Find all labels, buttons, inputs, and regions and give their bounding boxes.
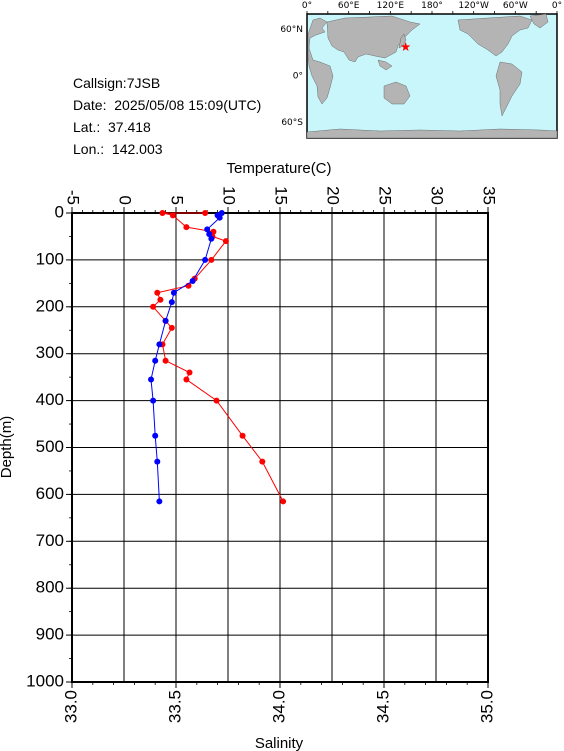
temperature-point xyxy=(183,224,190,231)
land-australia xyxy=(383,81,411,105)
land-asia xyxy=(326,15,421,63)
temperature-tick-label: 20 xyxy=(324,186,343,205)
map-latitude-label: 60°N xyxy=(280,25,303,35)
land-southeast-asia xyxy=(377,59,393,71)
temperature-tick-label: 5 xyxy=(168,196,187,205)
salinity-point xyxy=(202,256,209,263)
land-antarctica xyxy=(306,128,558,139)
map-longitude-label: 120°E xyxy=(377,1,405,11)
depth-tick-label: 500 xyxy=(36,437,64,456)
map-longitude-label: 0° xyxy=(302,1,312,11)
world-map: 0° 60°E 120°E 180° 120°W 60°W 0° 60°N 0° 60°S xyxy=(280,1,562,139)
depth-tick-label: 0 xyxy=(55,202,64,221)
depth-tick-label: 200 xyxy=(36,296,64,315)
depth-tick-label: 400 xyxy=(36,390,64,409)
callsign-label: Callsign:7JSB xyxy=(73,75,161,91)
depth-tick-label: 300 xyxy=(36,343,64,362)
salinity-point xyxy=(168,299,175,306)
temperature-tick-label: -5 xyxy=(64,190,83,205)
temperature-tick-label: 25 xyxy=(376,186,395,205)
temperature-tick-label: 35 xyxy=(480,186,499,205)
salinity-point xyxy=(152,432,159,439)
temperature-point xyxy=(202,210,209,216)
depth-tick-label: 100 xyxy=(36,249,64,268)
temperature-point xyxy=(169,212,176,219)
temperature-point xyxy=(154,289,161,296)
depth-axis-title: Depth(m) xyxy=(0,416,15,479)
temperature-point xyxy=(157,296,164,303)
salinity-point xyxy=(170,289,177,296)
depth-tick-label: 600 xyxy=(36,484,64,503)
map-latitude-label: 0° xyxy=(293,72,303,82)
tick-labels: -5 0 5 10 15 20 25 30 35010020030040050060070080… xyxy=(26,186,498,723)
temperature-point xyxy=(208,256,215,263)
map-labels: 0° 60°E 120°E 180° 120°W 60°W 0° 60°N 0° 60°S xyxy=(280,1,562,128)
salinity-point xyxy=(206,231,213,238)
land-north-america xyxy=(457,15,533,57)
salinity-point xyxy=(156,498,163,505)
depth-tick-label: 800 xyxy=(36,578,64,597)
map-longitude-label: 0° xyxy=(552,1,562,11)
land-africa-europe xyxy=(307,17,334,105)
salinity-axis-title: Salinity xyxy=(255,735,304,751)
temperature-point xyxy=(239,432,246,439)
salinity-point xyxy=(208,235,215,242)
salinity-point xyxy=(216,214,223,221)
salinity-point xyxy=(162,317,169,324)
temperature-point xyxy=(259,458,266,465)
land-greenland xyxy=(529,13,549,29)
temperature-point xyxy=(222,238,229,245)
salinity-tick-label: 35.0 xyxy=(477,690,496,723)
temperature-tick-label: 0 xyxy=(116,196,135,205)
temperature-point xyxy=(168,324,175,331)
salinity-tick-label: 33.5 xyxy=(165,690,184,723)
profile-chart: -5 0 5 10 15 20 25 30 35010020030040050060070080… xyxy=(0,160,499,751)
date-label: Date: 2025/05/08 15:09(UTC) xyxy=(73,97,262,113)
salinity-point xyxy=(150,397,157,404)
temperature-point xyxy=(183,376,190,383)
temperature-point xyxy=(159,210,166,216)
series-layer xyxy=(148,210,287,505)
depth-tick-label: 900 xyxy=(36,625,64,644)
temperature-axis-title: Temperature(C) xyxy=(226,160,331,177)
temperature-point xyxy=(186,369,193,376)
land-japan xyxy=(398,33,407,49)
temperature-tick-label: 15 xyxy=(272,186,291,205)
station-star-icon xyxy=(400,42,411,51)
salinity-tick-label: 34.0 xyxy=(269,690,288,723)
salinity-point xyxy=(156,341,163,348)
temperature-point xyxy=(213,397,220,404)
temperature-tick-label: 10 xyxy=(220,186,239,205)
depth-tick-label: 1000 xyxy=(26,671,64,690)
plot-border xyxy=(71,212,489,683)
depth-tick-label: 700 xyxy=(36,531,64,550)
map-land xyxy=(306,13,558,139)
map-latitude-label: 60°S xyxy=(281,118,303,128)
temperature-point xyxy=(280,498,287,505)
salinity-point xyxy=(148,376,155,383)
station-info: Callsign:7JSB Date: 2025/05/08 15:09(UTC… xyxy=(73,72,261,160)
map-longitude-label: 120°W xyxy=(458,1,489,11)
salinity-point xyxy=(189,278,196,285)
map-longitude-label: 60°W xyxy=(503,1,528,11)
temperature-tick-label: 30 xyxy=(428,186,447,205)
map-longitude-label: 180° xyxy=(421,1,443,11)
temperature-point xyxy=(162,357,169,364)
land-south-america xyxy=(495,61,523,117)
salinity-point xyxy=(154,458,161,465)
salinity-tick-label: 34.5 xyxy=(373,690,392,723)
salinity-point xyxy=(152,357,159,364)
salinity-point xyxy=(204,226,211,233)
longitude-label: Lon.: 142.003 xyxy=(73,141,163,157)
salinity-tick-label: 33.0 xyxy=(61,690,80,723)
map-longitude-label: 60°E xyxy=(338,1,360,11)
latitude-label: Lat.: 37.418 xyxy=(73,119,151,135)
temperature-point xyxy=(150,303,157,310)
